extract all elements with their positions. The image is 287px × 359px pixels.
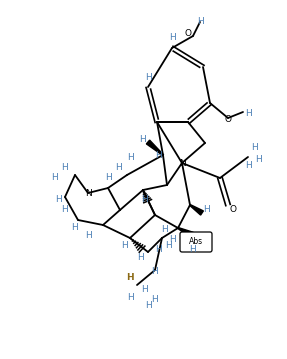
Text: O: O bbox=[230, 205, 236, 214]
Text: H: H bbox=[105, 173, 111, 182]
Text: H: H bbox=[152, 295, 158, 304]
Text: H: H bbox=[197, 18, 203, 27]
Text: Abs: Abs bbox=[189, 238, 203, 247]
Text: H: H bbox=[155, 150, 161, 159]
Text: H: H bbox=[155, 246, 161, 255]
Text: H: H bbox=[162, 225, 168, 234]
Text: H: H bbox=[203, 205, 210, 214]
Polygon shape bbox=[146, 140, 163, 155]
Text: H: H bbox=[52, 173, 58, 182]
Text: O: O bbox=[185, 28, 191, 37]
Text: H: H bbox=[141, 285, 148, 294]
FancyBboxPatch shape bbox=[180, 232, 212, 252]
Text: H: H bbox=[152, 267, 158, 276]
Text: H: H bbox=[169, 236, 175, 244]
Polygon shape bbox=[190, 205, 203, 215]
Text: H: H bbox=[62, 163, 68, 173]
Text: H: H bbox=[127, 294, 133, 303]
Text: H: H bbox=[127, 154, 133, 163]
Text: H: H bbox=[145, 74, 151, 83]
Text: H: H bbox=[165, 241, 171, 250]
Text: H: H bbox=[122, 241, 128, 250]
Polygon shape bbox=[178, 228, 193, 238]
Text: H: H bbox=[72, 224, 78, 233]
Text: H: H bbox=[245, 108, 251, 117]
Text: H: H bbox=[55, 196, 61, 205]
Text: N: N bbox=[179, 159, 185, 168]
Text: H: H bbox=[62, 205, 68, 214]
Text: N: N bbox=[85, 188, 91, 197]
Text: H: H bbox=[255, 155, 261, 164]
Text: H: H bbox=[252, 144, 258, 153]
Text: H: H bbox=[141, 196, 148, 205]
Text: H: H bbox=[189, 246, 195, 255]
Text: H: H bbox=[126, 274, 134, 283]
Text: H: H bbox=[137, 253, 144, 262]
Text: H: H bbox=[115, 163, 121, 173]
Text: H: H bbox=[139, 135, 146, 145]
Text: O: O bbox=[224, 116, 232, 125]
Text: H: H bbox=[169, 33, 175, 42]
Text: H: H bbox=[85, 230, 91, 239]
Text: H: H bbox=[245, 160, 251, 169]
Text: H: H bbox=[145, 300, 151, 309]
